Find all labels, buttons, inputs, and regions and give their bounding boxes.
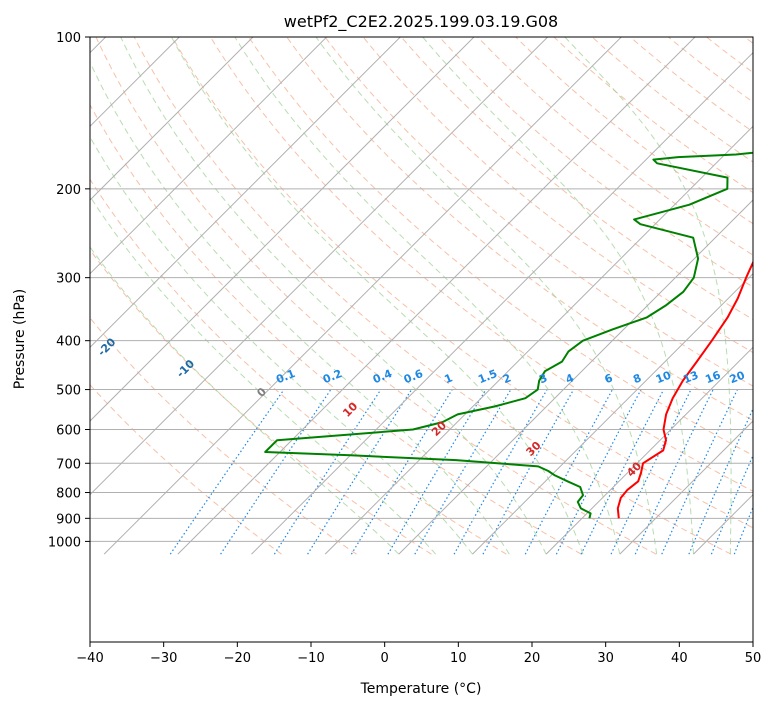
- moist-adiabat: [90, 195, 437, 555]
- isotherm-line: [619, 420, 753, 555]
- y-tick-label: 200: [56, 183, 81, 198]
- dry-adiabat: [133, 37, 732, 555]
- isotherm-line: [177, 37, 696, 555]
- dry-adiabat: [768, 26, 775, 554]
- isotherm-line: [767, 26, 775, 554]
- mixing-ratio-line: [610, 389, 692, 555]
- mixing-ratio-line: [634, 389, 714, 555]
- x-tick-label: 30: [597, 651, 614, 666]
- isotherm-line: [324, 125, 753, 555]
- moist-adiabat: [171, 37, 584, 555]
- y-tick-label: 1000: [48, 535, 81, 550]
- y-tick-label: 600: [56, 423, 81, 438]
- dry-adiabat: [324, 37, 753, 387]
- mixing-ratio-label: 2: [501, 371, 513, 386]
- y-axis-ticks: 100 200 300 400 500 600 700 800 900 1000: [48, 31, 90, 550]
- isotherm-line: [103, 37, 623, 555]
- isotherm-line: [545, 346, 753, 555]
- moist-adiabat: [234, 37, 621, 555]
- y-tick-label: 800: [56, 487, 81, 502]
- isotherm-line: [90, 37, 402, 349]
- x-tick-label: 20: [524, 651, 541, 666]
- y-tick-label: 400: [56, 335, 81, 350]
- x-tick-label: 10: [450, 651, 467, 666]
- isotherm-line: [398, 199, 753, 555]
- x-axis-title: Temperature (°C): [360, 681, 482, 697]
- isotherm-line: [472, 272, 753, 555]
- isotherm-line: [251, 51, 753, 555]
- y-axis-title: Pressure (hPa): [12, 289, 28, 389]
- mixing-ratio-label: 16: [703, 368, 722, 386]
- mixing-ratio-line: [453, 389, 548, 555]
- isotherm-line: [90, 37, 328, 275]
- isotherm-line: [90, 37, 475, 422]
- profile-series-1: [264, 151, 753, 519]
- isotherm-line: [90, 37, 549, 496]
- x-tick-label: −20: [224, 651, 251, 666]
- mixing-ratio-line: [414, 389, 512, 555]
- y-tick-label: 700: [56, 457, 81, 472]
- x-tick-label: 50: [745, 651, 762, 666]
- mixing-ratio-label: 25: [752, 369, 771, 387]
- x-tick-label: −10: [297, 651, 324, 666]
- mixing-ratio-label: 13: [681, 369, 700, 387]
- mixing-ratio-line: [688, 407, 753, 555]
- x-tick-label: 40: [671, 651, 688, 666]
- mixing-ratio-line: [482, 389, 575, 555]
- dry-adiabat: [476, 37, 753, 256]
- plot-frame: [89, 36, 754, 643]
- plot-background: [90, 37, 753, 642]
- mixing-ratio-label: 8: [631, 371, 643, 386]
- x-tick-label: −40: [76, 651, 103, 666]
- mixing-ratio-line: [169, 389, 285, 555]
- y-tick-label: 500: [56, 384, 81, 399]
- chart-title: wetPf2_C2E2.2025.199.03.19.G08: [284, 12, 558, 32]
- moist-adiabat: [315, 37, 658, 555]
- dry-adiabat: [209, 37, 753, 492]
- mixing-ratio-label: 10: [654, 368, 673, 386]
- x-tick-label: 0: [381, 651, 389, 666]
- y-tick-label: 300: [56, 272, 81, 287]
- mixing-ratio-label: 20: [728, 368, 747, 386]
- isotherm-line: [90, 37, 181, 128]
- y-tick-label: 100: [56, 31, 81, 46]
- mixing-ratio-line: [710, 454, 753, 555]
- dry-adiabat: [286, 37, 753, 422]
- profile-series-0: [616, 260, 753, 519]
- x-tick-label: −30: [150, 651, 177, 666]
- mixing-ratio-line: [350, 389, 453, 555]
- y-tick-label: 900: [56, 512, 81, 527]
- mixing-ratio-label: 1: [442, 371, 454, 386]
- isotherm-line: [90, 37, 254, 201]
- x-axis-ticks: −40 −30 −20 −10 0 10 20 30 40 50: [76, 642, 761, 666]
- mixing-ratio-label: 3: [537, 371, 549, 386]
- dry-adiabat: [90, 178, 507, 555]
- profile-lines: [264, 151, 753, 519]
- dry-adiabat: [362, 37, 753, 354]
